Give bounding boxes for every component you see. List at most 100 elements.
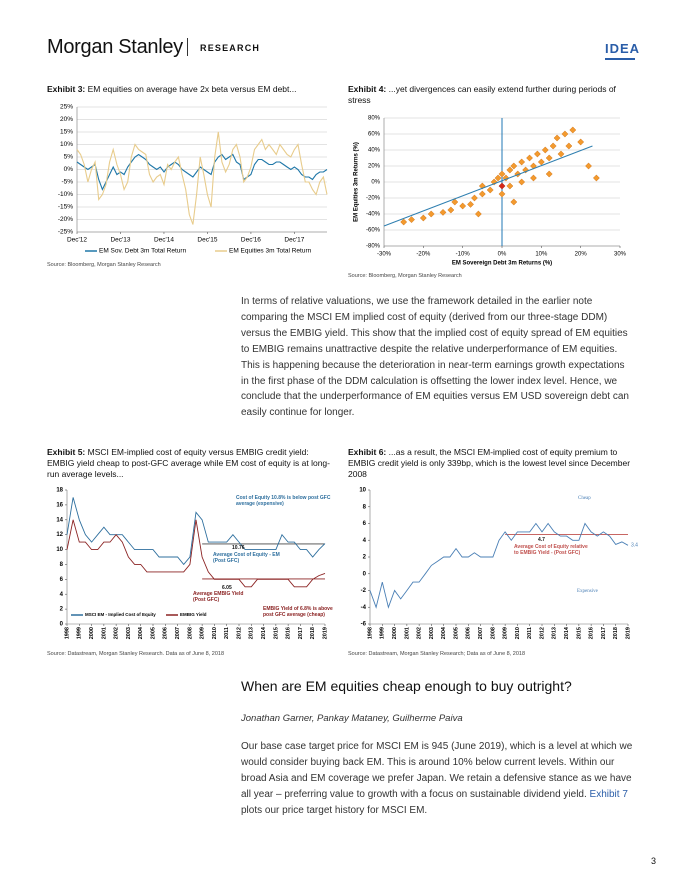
y-tick-label: 0% — [64, 166, 74, 173]
y-axis-title: EM Equities 3m Returns (%) — [354, 142, 360, 222]
source: Source: Datastream, Morgan Stanley Resea… — [47, 651, 225, 657]
point — [541, 146, 549, 154]
exhibit-title: Exhibit 6: ...as a result, the MSCI EM-i… — [348, 447, 638, 480]
exhibit-title: Exhibit 3: EM equities on average have 2… — [47, 84, 332, 95]
point — [557, 150, 565, 158]
x-tick-label: 2007 — [478, 627, 484, 639]
exhibit-link[interactable]: Exhibit 7 — [589, 788, 628, 800]
x-tick-label: 2010 — [212, 627, 218, 639]
y-tick-label: 8 — [363, 504, 367, 510]
point — [459, 202, 467, 210]
exhibit-label: Exhibit 4: — [348, 84, 387, 94]
x-tick-label: 2001 — [101, 627, 107, 639]
series-line — [76, 153, 328, 191]
exhibit-label: Exhibit 5: — [47, 447, 86, 457]
text: plots our price target history for MSCI … — [241, 804, 428, 816]
point — [419, 214, 427, 222]
x-tick-label: 0% — [498, 252, 507, 258]
logo: Morgan Stanley — [47, 36, 183, 58]
source: Source: Bloomberg, Morgan Stanley Resear… — [348, 273, 462, 279]
y-tick-label: -80% — [366, 244, 381, 250]
point — [427, 210, 435, 218]
x-tick-label: 1999 — [77, 627, 83, 639]
x-tick-label: 2001 — [404, 627, 410, 639]
point — [569, 126, 577, 134]
exhibit-title: Exhibit 4: ...yet divergences can easily… — [348, 84, 638, 106]
y-tick-label: -25% — [58, 229, 73, 236]
x-tick-label: 2009 — [200, 627, 206, 639]
x-tick-label: Dec'12 — [67, 237, 87, 244]
y-tick-label: 2 — [60, 607, 64, 613]
point — [545, 154, 553, 162]
y-tick-label: 4 — [60, 592, 64, 598]
x-tick-label: 2009 — [503, 627, 509, 639]
point — [561, 130, 569, 138]
exhibit-text: EM equities on average have 2x beta vers… — [87, 84, 297, 94]
series-line — [76, 131, 328, 225]
series-line — [66, 497, 326, 566]
point — [585, 162, 592, 170]
x-tick-label: 2004 — [138, 626, 144, 639]
chart: -6 -4 -2 0 2 4 6 8 10 1998 1999 2000 2001 2002 2003 200… — [359, 488, 638, 640]
text: Our base case target price for MSCI EM i… — [241, 741, 633, 800]
x-tick-label: 2000 — [89, 627, 95, 639]
x-tick-label: 2006 — [466, 627, 472, 639]
x-tick-label: 2011 — [224, 627, 230, 639]
x-tick-label: 2006 — [163, 627, 169, 639]
point — [498, 190, 506, 198]
authors: Jonathan Garner, Pankay Mataney, Guilher… — [241, 713, 463, 724]
x-tick-label: 2011 — [527, 627, 533, 639]
point — [506, 166, 514, 174]
x-tick-label: 2019 — [625, 627, 631, 639]
point — [439, 209, 447, 216]
x-tick-label: Dec'15 — [197, 237, 217, 244]
section-label: RESEARCH — [200, 43, 261, 53]
chart: 0 2 4 6 8 10 12 14 16 18 1998 1999 2000 2001 2002 2003 2… — [56, 488, 328, 640]
series-line — [369, 522, 629, 609]
chart: -80% -60% -40% -20% 0% 20% 40% 60% 80% -30% -20% -1… — [354, 116, 627, 267]
y-tick-label: -5% — [61, 179, 73, 186]
annotation: Cost of Equity 10.8% is below post GFC a… — [236, 495, 331, 507]
y-tick-label: 0% — [371, 180, 380, 186]
exhibit-text: ...yet divergences can easily extend fur… — [348, 84, 616, 105]
y-tick-label: 6 — [60, 577, 64, 583]
exhibit-text: MSCI EM-implied cost of equity versus EM… — [47, 447, 330, 479]
x-tick-label: 1998 — [367, 627, 373, 639]
reference-label: Average Cost of Equity relative to EMBIG… — [514, 544, 588, 556]
y-tick-label: 80% — [368, 116, 381, 122]
y-tick-label: -10% — [58, 191, 73, 198]
y-tick-label: 18 — [56, 488, 63, 494]
point — [408, 216, 415, 223]
x-tick-label: 2002 — [417, 627, 423, 639]
point — [530, 174, 537, 182]
point — [447, 206, 455, 214]
reference-label: Average Cost of Equity - EM (Post GFC) — [213, 552, 280, 564]
x-tick-label: 1999 — [380, 627, 386, 639]
point — [494, 174, 502, 182]
highlight-point — [498, 182, 506, 190]
point — [553, 134, 561, 142]
x-tick-label: -30% — [377, 252, 392, 258]
x-tick-label: 2016 — [589, 627, 595, 639]
annotation: Expensive — [577, 589, 598, 594]
y-tick-label: 6 — [363, 521, 367, 527]
y-tick-label: -40% — [366, 212, 381, 218]
point — [577, 138, 585, 146]
y-tick-label: 40% — [368, 148, 381, 154]
point — [475, 210, 482, 218]
point — [400, 218, 408, 226]
x-tick-label: 2019 — [322, 627, 328, 639]
x-tick-label: 2003 — [126, 627, 132, 639]
y-tick-label: -60% — [366, 228, 381, 234]
point — [534, 150, 541, 158]
legend-label: MSCI EM - Implied Cost of Equity — [85, 612, 156, 617]
point — [506, 182, 514, 190]
x-tick-label: 2017 — [298, 627, 304, 639]
x-tick-label: 2017 — [601, 627, 607, 639]
x-tick-label: Dec'16 — [241, 237, 261, 244]
x-tick-label: 2003 — [429, 627, 435, 639]
x-tick-label: Dec'13 — [110, 237, 130, 244]
reference-value: 4.7 — [538, 537, 545, 543]
x-tick-label: 2005 — [453, 627, 459, 639]
